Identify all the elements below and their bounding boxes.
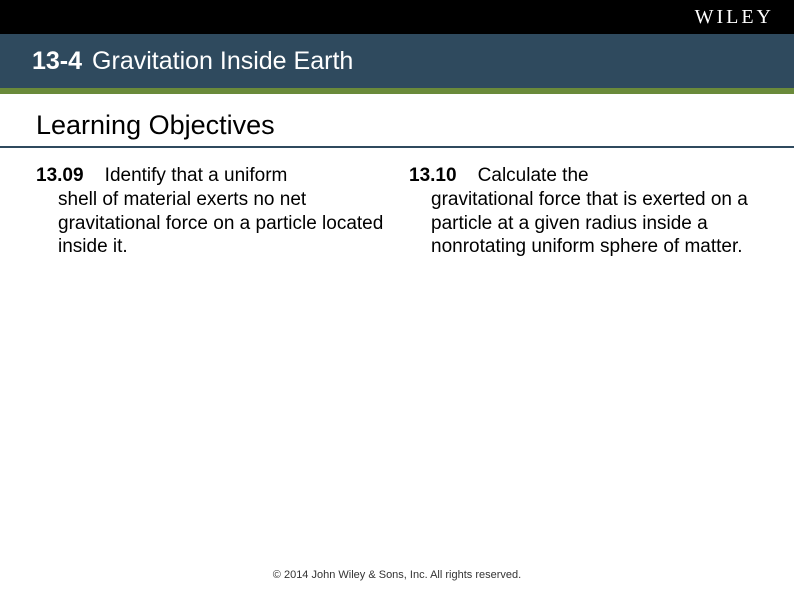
subheading: Learning Objectives [36, 110, 275, 141]
subheading-bar: Learning Objectives [0, 104, 794, 148]
objective-right: 13.10 Calculate the gravitational force … [409, 164, 758, 259]
objective-left: 13.09 Identify that a uniform shell of m… [36, 164, 385, 259]
objective-number: 13.09 [36, 165, 84, 186]
section-number: 13-4 [32, 47, 82, 76]
brand-logo: WILEY [695, 6, 774, 29]
title-bar: 13-4 Gravitation Inside Earth [0, 34, 794, 88]
section-title: Gravitation Inside Earth [92, 47, 353, 76]
objective-body: shell of material exerts no net gravitat… [36, 188, 385, 259]
content-area: 13.09 Identify that a uniform shell of m… [0, 148, 794, 259]
objective-first-line: Identify that a uniform [105, 165, 288, 186]
objective-first-line: Calculate the [478, 165, 589, 186]
left-column: 13.09 Identify that a uniform shell of m… [36, 164, 385, 259]
right-column: 13.10 Calculate the gravitational force … [409, 164, 758, 259]
objective-number: 13.10 [409, 165, 457, 186]
copyright-footer: © 2014 John Wiley & Sons, Inc. All right… [0, 569, 794, 581]
objective-body: gravitational force that is exerted on a… [409, 188, 758, 259]
spacer [0, 94, 794, 104]
top-bar: WILEY [0, 0, 794, 34]
